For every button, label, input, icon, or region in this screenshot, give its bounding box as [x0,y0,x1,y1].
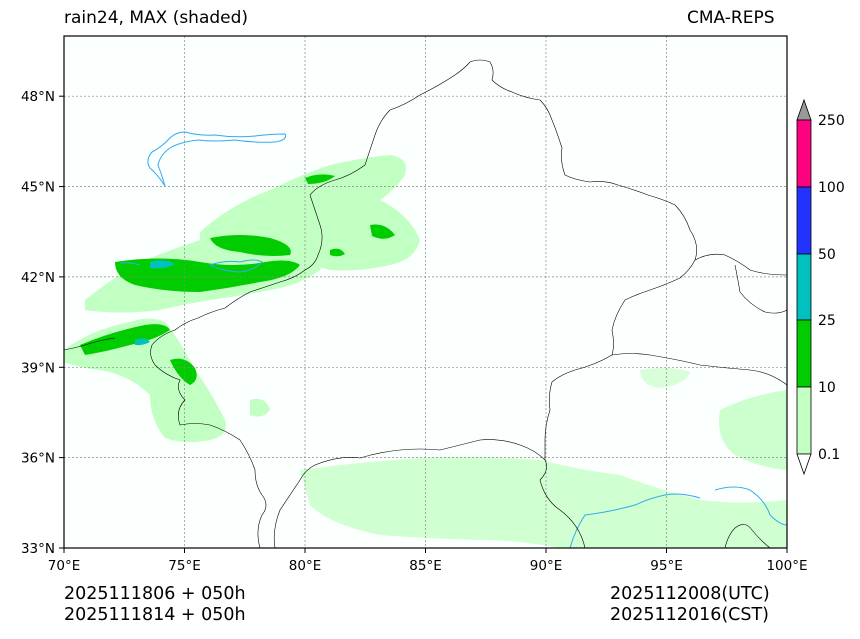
lat-tick-labels: 33°N 36°N 39°N 42°N 45°N 48°N [21,89,55,557]
graticule [64,36,787,548]
valid-time-utc: 2025112008(UTC) [610,584,770,604]
boundaries [63,59,788,549]
colorbar-segment-100-250 [796,119,812,188]
precip-shading-teal [135,260,175,346]
colorbar [796,98,812,476]
colorbar-label: 250 [818,113,845,129]
lon-tick-label: 95°E [650,558,682,574]
colorbar-segment-10-25 [796,319,812,388]
precip-shading-green [80,174,395,385]
lat-tick-label: 36°N [21,451,55,467]
lon-tick-labels: 70°E 75°E 80°E 85°E 90°E 95°E 100°E [48,558,808,574]
lon-tick-label: 85°E [409,558,441,574]
lat-tick-label: 42°N [21,270,55,286]
colorbar-label: 25 [818,313,836,329]
lon-tick-label: 90°E [530,558,562,574]
colorbar-label: 100 [818,180,845,196]
colorbar-over-arrow [796,98,812,121]
lon-tick-label: 70°E [48,558,80,574]
lat-tick-label: 45°N [21,180,55,196]
colorbar-labels: 0.1 10 25 50 100 250 [818,113,845,463]
colorbar-under-arrow [796,453,812,476]
lat-tick-label: 39°N [21,360,55,376]
map-title: rain24, MAX (shaded) [64,8,249,28]
lon-tick-label: 100°E [766,558,807,574]
colorbar-label: 50 [818,247,836,263]
lon-tick-label: 80°E [289,558,321,574]
colorbar-segment-50-100 [796,186,812,255]
valid-time-cst: 2025112016(CST) [610,605,770,625]
model-name: CMA-REPS [687,8,775,28]
init-time-utc: 2025111806 + 050h [64,584,246,604]
lat-tick-label: 48°N [21,89,55,105]
colorbar-label: 10 [818,380,836,396]
tick-marks [59,95,788,553]
rivers-and-lakes [119,131,788,549]
colorbar-segment-25-50 [796,253,812,321]
init-time-cst: 2025111814 + 050h [64,605,246,625]
lat-tick-label: 33°N [21,541,55,557]
colorbar-label: 0.1 [818,447,840,463]
lon-tick-label: 75°E [168,558,200,574]
colorbar-segment-0.1-10 [796,386,812,455]
